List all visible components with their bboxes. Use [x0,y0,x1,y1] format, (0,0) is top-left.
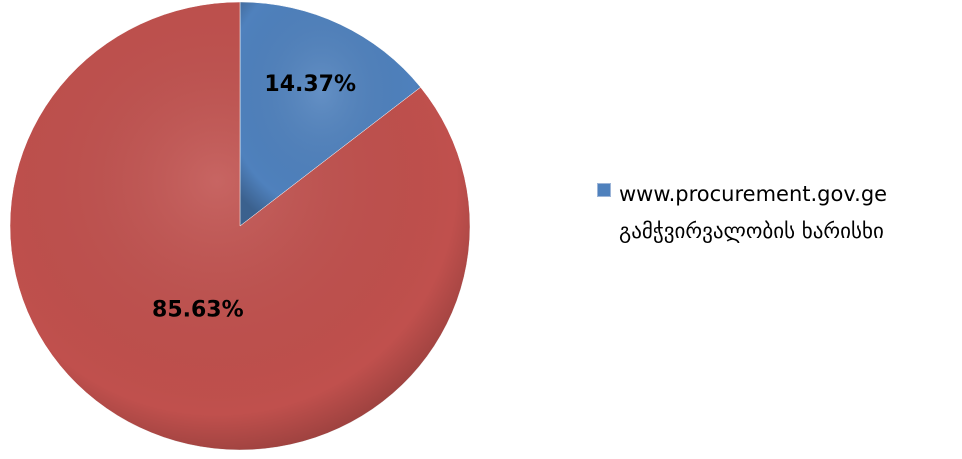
legend: www.procurement.gov.ge გამჭვირვალობის ხა… [597,176,959,250]
data-label: 85.63% [152,298,244,323]
legend-swatch [597,183,611,197]
data-label: 14.37% [264,72,356,97]
legend-label: www.procurement.gov.ge გამჭვირვალობის ხა… [619,182,888,243]
